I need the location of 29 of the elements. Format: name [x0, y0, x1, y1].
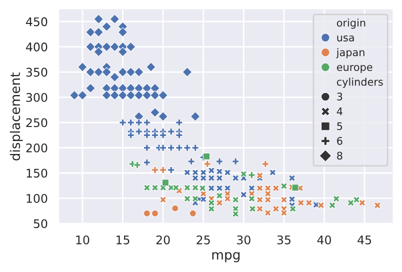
x-tick-label: 20: [156, 235, 170, 244]
legend-label: usa: [337, 35, 354, 42]
text: cylinders: [336, 78, 383, 88]
x-tick-label: 40: [317, 235, 331, 244]
y-tick-label: 400: [26, 42, 48, 52]
y-tick-label: 250: [26, 118, 48, 128]
y-tick-label: 200: [26, 143, 48, 152]
x-tick-label: 30: [237, 235, 250, 244]
x-tick-label: 15: [116, 236, 130, 244]
y-tick-label: 150: [26, 168, 48, 178]
y-tick-label: 50: [34, 219, 48, 228]
legend-label: 8: [337, 152, 342, 160]
y-tick-label: 350: [26, 68, 48, 77]
legend-label: 5: [337, 122, 342, 130]
legend-label: 4: [336, 108, 342, 116]
x-axis-title: mpg: [212, 252, 240, 262]
y-tick-label: 300: [26, 93, 48, 102]
text: origin: [336, 18, 366, 29]
legend-label: europe: [336, 65, 372, 74]
x-tick-label: 35: [277, 235, 290, 244]
x-tick-label: 45: [358, 236, 372, 244]
legend-label: 3: [337, 92, 342, 101]
y-tick-label: 450: [26, 17, 48, 26]
legend-label: 6: [337, 136, 342, 145]
x-tick-label: 10: [76, 235, 90, 244]
y-axis-title: displacement: [10, 72, 23, 160]
x-tick-label: 25: [196, 235, 210, 244]
legend-label: japan: [336, 48, 364, 58]
y-tick-label: 100: [26, 194, 48, 203]
